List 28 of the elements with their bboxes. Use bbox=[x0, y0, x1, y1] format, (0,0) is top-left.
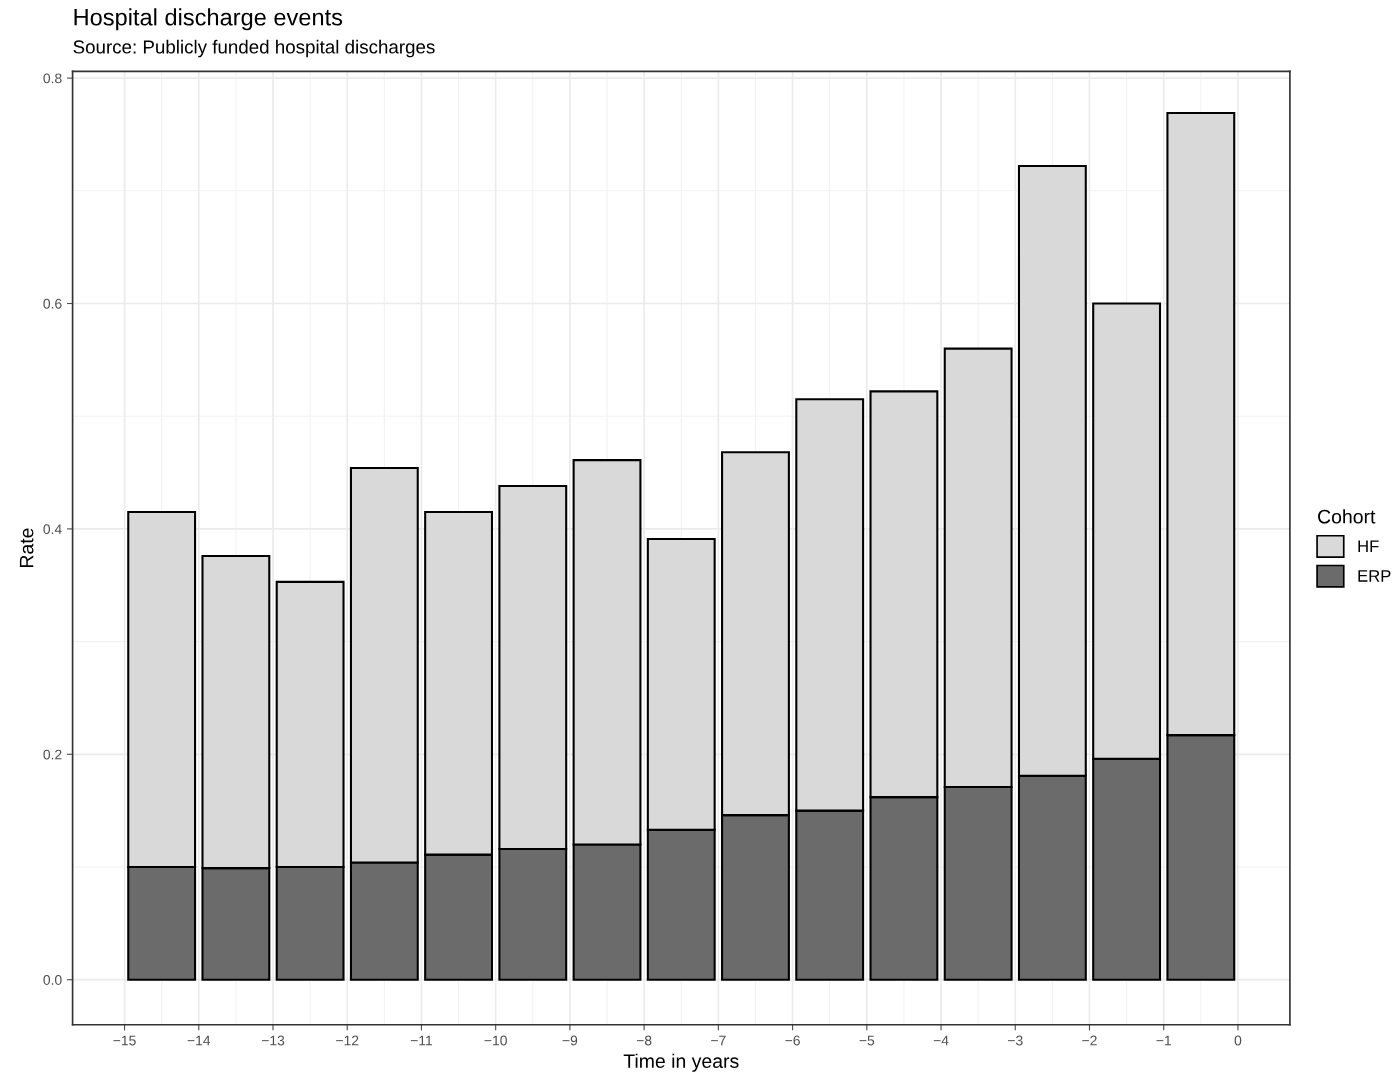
x-axis-title: Time in years bbox=[623, 1053, 739, 1072]
chart-title: Hospital discharge events bbox=[74, 8, 343, 31]
x-tick-label: −12 bbox=[336, 1035, 359, 1046]
x-tick-label: −9 bbox=[562, 1035, 578, 1046]
y-tick-label: 0.8 bbox=[43, 73, 62, 84]
x-tick-label: −1 bbox=[1156, 1035, 1171, 1046]
x-tick-label: −7 bbox=[711, 1035, 726, 1046]
legend-label: HF bbox=[1358, 540, 1379, 552]
y-tick-label: 0.0 bbox=[43, 975, 62, 985]
x-tick-label: −11 bbox=[410, 1035, 433, 1046]
x-tick-label: 0 bbox=[1234, 1035, 1242, 1046]
y-tick-label: 0.4 bbox=[43, 524, 62, 535]
y-axis-title: Rate bbox=[19, 528, 34, 568]
x-tick-label: −8 bbox=[636, 1035, 652, 1046]
x-tick-label: −5 bbox=[859, 1035, 875, 1046]
x-tick-label: −2 bbox=[1082, 1035, 1097, 1046]
x-tick-label: −13 bbox=[261, 1035, 285, 1046]
y-tick-label: 0.2 bbox=[43, 749, 62, 760]
y-tick-label: 0.6 bbox=[43, 298, 62, 309]
x-tick-label: −14 bbox=[187, 1035, 211, 1046]
legend-title: Cohort bbox=[1318, 509, 1376, 524]
x-tick-label: −10 bbox=[484, 1035, 507, 1046]
x-tick-label: −4 bbox=[933, 1035, 949, 1046]
chart-subtitle: Source: Publicly funded hospital discharges bbox=[73, 39, 435, 58]
legend-label: ERP bbox=[1358, 570, 1391, 582]
x-tick-label: −3 bbox=[1008, 1035, 1023, 1046]
x-tick-label: −6 bbox=[785, 1035, 800, 1046]
x-tick-label: −15 bbox=[113, 1035, 136, 1046]
